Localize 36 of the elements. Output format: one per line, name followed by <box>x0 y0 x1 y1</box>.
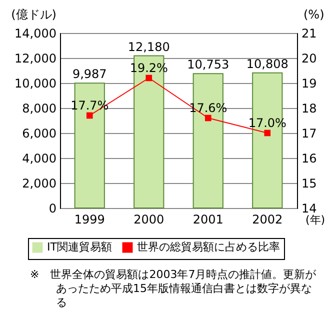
y-tick-label: 4,000 <box>22 152 56 166</box>
y-axis-title: (億ドル) <box>11 8 56 22</box>
y2-tick-label: 16 <box>302 152 317 166</box>
x-tick-label: 2002 <box>252 212 283 226</box>
legend-label: IT関連貿易額 <box>47 240 112 254</box>
x-tick-label: 2000 <box>134 212 164 226</box>
y2-tick-label: 21 <box>302 26 317 40</box>
data-label: 10,808 <box>246 56 288 71</box>
y-tick-label: 2,000 <box>22 176 56 190</box>
y-tick-label: 6,000 <box>22 126 56 140</box>
data-label: 19.2% <box>130 61 168 75</box>
y2-tick-label: 15 <box>302 176 317 190</box>
x-axis-title: (年) <box>306 214 326 226</box>
point <box>204 114 212 122</box>
legend-label: 世界の総貿易額に占める比率 <box>137 240 280 254</box>
y2-tick-label: 14 <box>302 202 317 216</box>
text: ※ 世界全体の貿易額は2003年7月時点の推計値。更新があったため平成15年版情報通信白書とは数字が異なる <box>30 268 318 310</box>
y-tick-label: 14,000 <box>14 26 56 40</box>
y2-tick-label: 19 <box>302 76 317 90</box>
data-label: 17.0% <box>248 116 286 130</box>
y-tick-label: 10,000 <box>14 76 56 90</box>
y-tick-label: 12,000 <box>14 52 56 66</box>
x-tick-label: 2001 <box>192 212 224 226</box>
point <box>146 74 152 82</box>
point <box>264 130 271 136</box>
data-label: 9,987 <box>72 67 107 82</box>
y-tick-label: 0 <box>48 202 56 216</box>
data-label: 10,753 <box>187 58 230 72</box>
y2-tick-label: 20 <box>302 52 317 66</box>
y-tick-label: 8,000 <box>22 102 56 116</box>
point <box>86 112 93 119</box>
y2-tick-label: 17 <box>302 126 317 140</box>
x-tick-label: 1999 <box>74 212 105 226</box>
data-label: 12,180 <box>128 40 170 54</box>
y2-axis-title: (%) <box>304 8 324 22</box>
y2-tick-label: 18 <box>302 102 317 116</box>
